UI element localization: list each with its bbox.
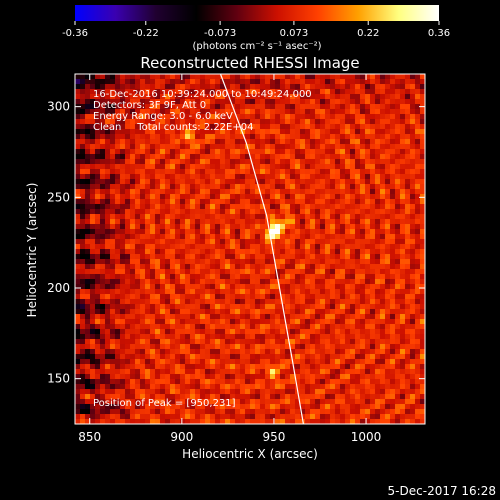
colorbar-unit-label: (photons cm⁻² s⁻¹ asec⁻²) [192,41,321,52]
x-axis-ticks: 850 900 950 1000 [78,74,381,444]
colorbar [75,5,439,21]
colorbar-tick-label: -0.22 [133,28,159,39]
annotation-energy-range: Energy Range: 3.0 - 6.0 keV [93,111,233,122]
x-tick-label: 850 [78,430,101,444]
solar-limb-curve [219,74,304,424]
colorbar-tick-label: 0.073 [280,28,309,39]
colorbar-ticks: -0.36 -0.22 -0.073 0.073 0.22 0.36 [62,21,450,39]
colorbar-tick-label: 0.22 [357,28,379,39]
colorbar-tick-label: 0.36 [428,28,450,39]
y-tick-label: 300 [47,100,70,114]
plot-frame [74,73,426,425]
y-axis-label: Heliocentric Y (arcsec) [25,183,39,318]
x-tick-label: 900 [170,430,193,444]
colorbar-tick-label: -0.073 [204,28,236,39]
annotation-time-range: 16-Dec-2016 10:39:24.000 to 10:49:24.000 [93,89,312,100]
y-axis-ticks: 150 200 250 300 [47,100,425,386]
y-tick-label: 250 [47,190,70,204]
chart-title: Reconstructed RHESSI Image [140,54,359,72]
x-tick-label: 950 [262,430,285,444]
x-axis-label: Heliocentric X (arcsec) [182,447,318,461]
x-tick-label: 1000 [351,430,382,444]
heatmap-image [75,74,425,424]
annotation-peak-position: Position of Peak = [950,231] [93,398,236,409]
y-tick-label: 150 [47,372,70,386]
y-tick-label: 200 [47,281,70,295]
annotation-clean-counts: Clean Total counts: 2.22E+04 [93,122,253,133]
annotations: 16-Dec-2016 10:39:24.000 to 10:49:24.000… [93,89,312,409]
colorbar-tick-label: -0.36 [62,28,88,39]
annotation-detectors: Detectors: 3F 9F, Att 0 [93,100,206,111]
footer-date: 5-Dec-2017 16:28 [388,484,496,498]
